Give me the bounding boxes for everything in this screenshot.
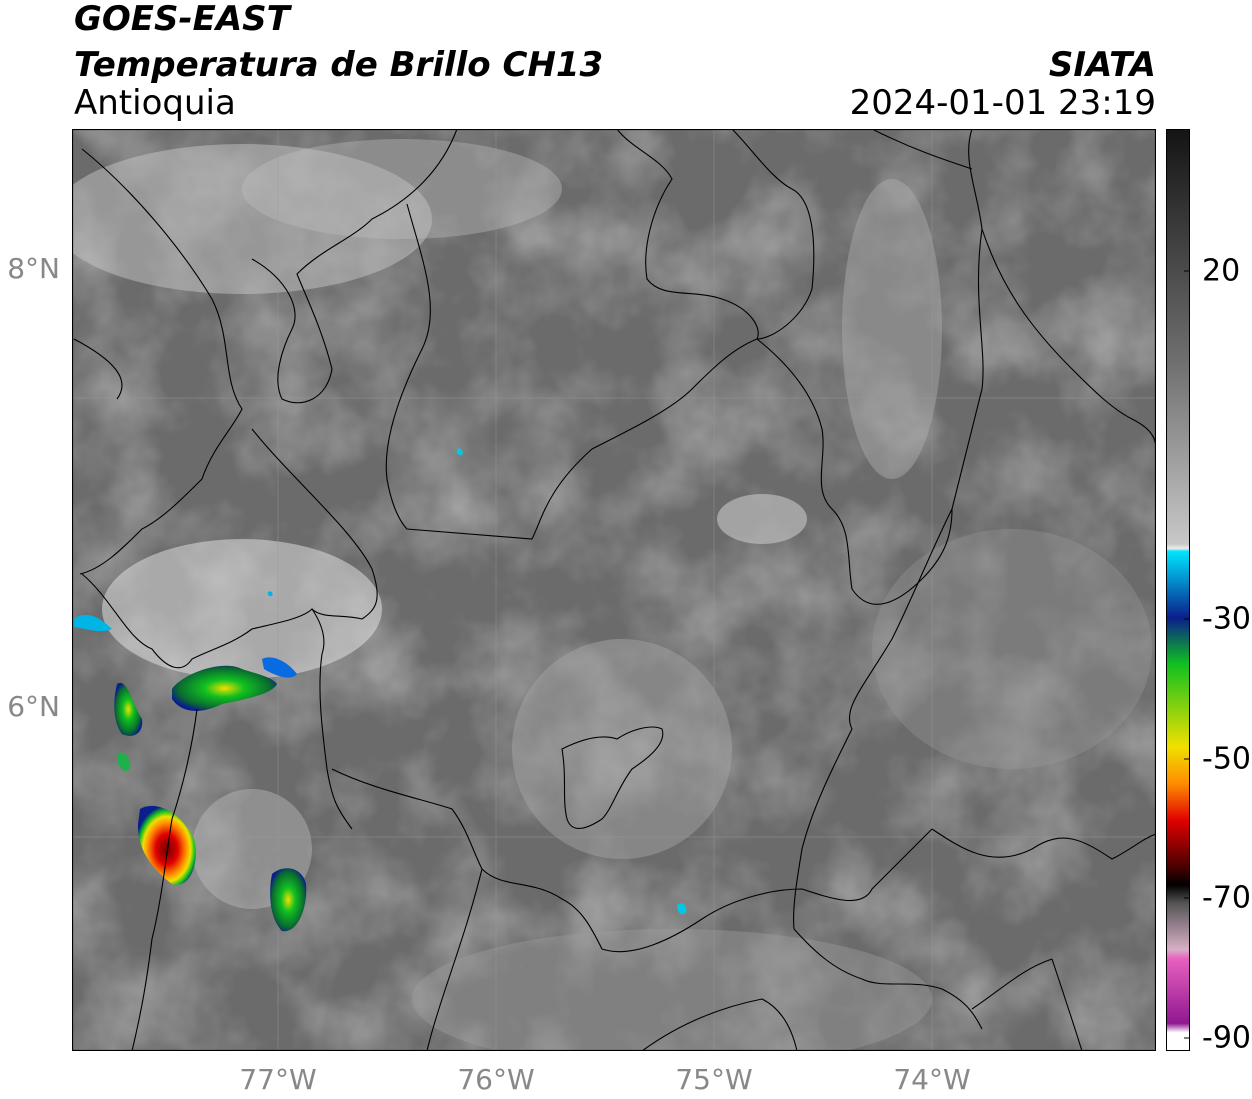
colorbar-ticks [1184,270,1190,1039]
cloud-patch [717,494,807,544]
lat-label-6n: 6°N [7,690,60,723]
department-border [931,828,1156,860]
department-border [616,129,984,605]
storm-cell [270,868,307,932]
lon-label-74w: 74°W [893,1063,971,1096]
department-border [251,428,378,620]
satellite-title: GOES-EAST [74,0,290,39]
cloud-band-south [412,929,932,1051]
cloud-band-nw [72,144,432,294]
lon-label-76w: 76°W [457,1063,535,1096]
department-border [385,203,758,540]
colorbar-frame [1166,129,1190,1051]
storm-cell [114,682,143,736]
cloud-band-n [242,139,562,239]
boundary-lines [73,129,1156,1051]
colorbar-label-minus70: -70 [1202,880,1251,916]
coastline [131,708,198,1051]
department-border [871,129,1156,450]
lat-label-8n: 8°N [7,252,60,285]
region-subtitle: Antioquia [74,83,236,123]
department-border [971,958,1083,1051]
storm-cell [456,448,463,456]
colorbar-fill [1166,129,1190,1051]
cloud-band-west [102,539,382,679]
coastline [73,148,243,575]
department-border [426,868,483,1051]
product-title: Temperatura de Brillo CH13 [74,45,604,85]
map-frame [72,129,1156,1051]
department-border [331,768,933,953]
coastline [319,653,353,830]
coastline [251,129,458,404]
department-border [731,129,815,340]
datetime-label: 2024-01-01 23:19 [849,83,1156,123]
colorbar-label-minus50: -50 [1202,741,1251,777]
department-border [793,508,953,930]
colorbar [1166,129,1190,1051]
colorbar-label-minus30: -30 [1202,601,1251,637]
cloud-band-center [512,639,732,859]
satellite-map [72,129,1156,1051]
storm-cell [117,752,131,771]
department-border [641,998,798,1051]
cloud-band-east [872,529,1152,769]
cloud-band-ne [842,179,942,479]
storm-cell [262,657,297,678]
storm-cell [172,665,277,711]
storm-cell [267,591,273,597]
colorbar-label-20: 20 [1202,253,1241,289]
storm-cell [137,805,196,885]
lon-label-77w: 77°W [239,1063,317,1096]
department-border [793,928,983,1030]
storm-cell [677,903,687,915]
colorbar-label-minus90: -90 [1202,1020,1251,1056]
lon-label-75w: 75°W [675,1063,753,1096]
municipal-border [561,726,664,829]
agency-label: SIATA [1048,45,1156,85]
storm-cell [74,614,112,632]
